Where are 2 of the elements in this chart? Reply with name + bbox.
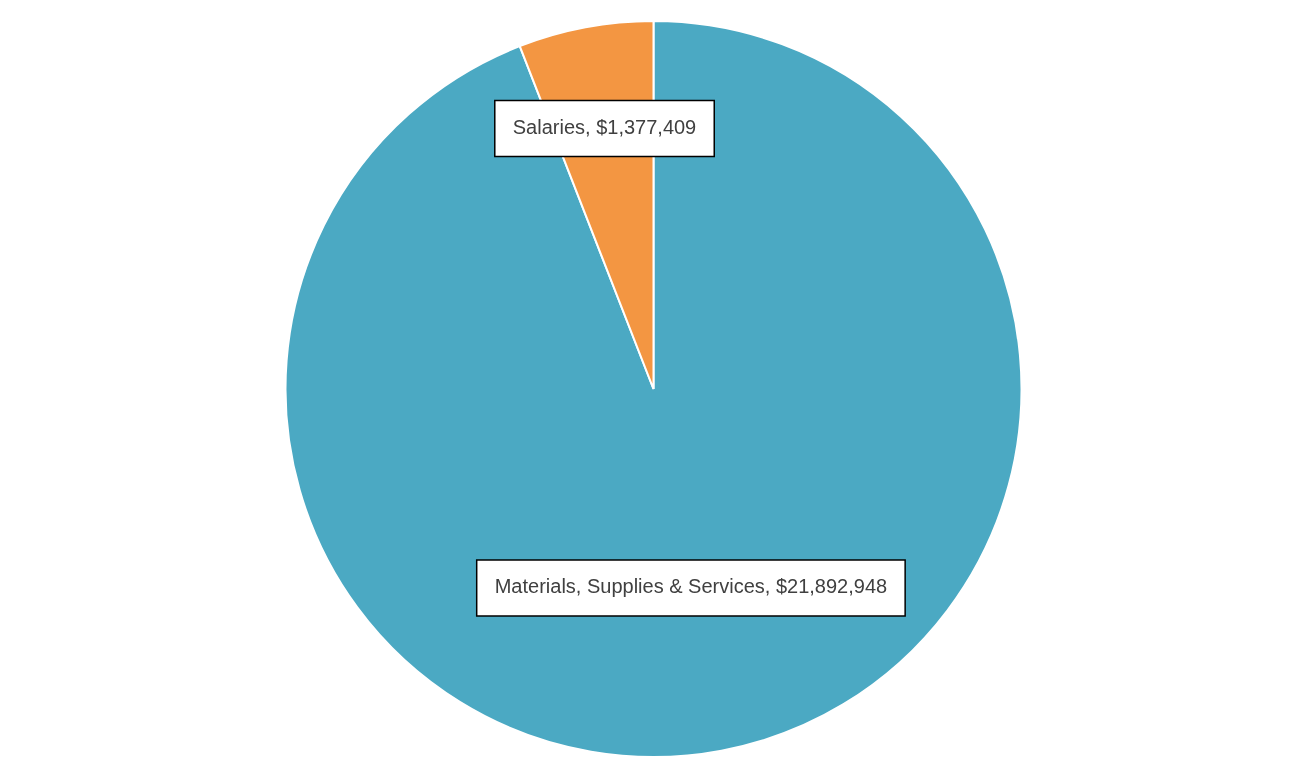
- slice-label: Salaries, $1,377,409: [512, 116, 697, 139]
- slice-label: Materials, Supplies & Services, $21,892,948: [494, 575, 888, 598]
